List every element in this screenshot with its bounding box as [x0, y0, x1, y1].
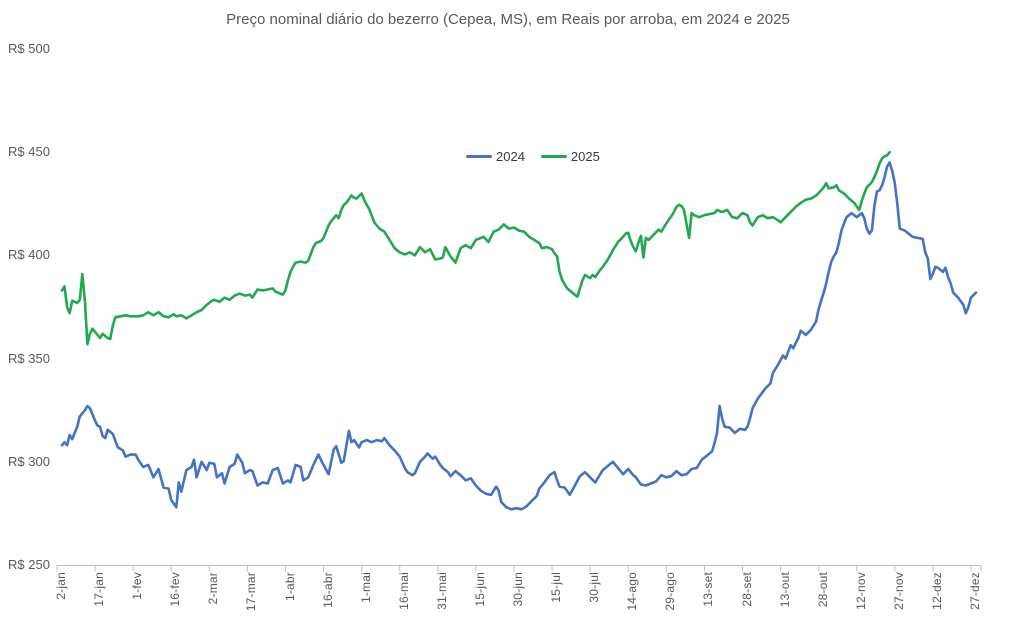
y-axis-label: R$ 300 — [8, 453, 50, 469]
legend-label-2024: 2024 — [496, 149, 525, 164]
y-axis-label: R$ 500 — [8, 41, 50, 56]
legend-line-2024-icon — [466, 154, 492, 159]
x-axis-label: 1-mai — [358, 572, 373, 604]
x-axis-label: 13-set — [701, 572, 716, 607]
x-axis-label: 27-dez — [968, 572, 982, 610]
x-axis-label: 30-jun — [511, 572, 525, 607]
y-axis-label: R$ 450 — [8, 144, 50, 160]
legend-label-2025: 2025 — [570, 149, 600, 164]
x-axis-ticks — [56, 565, 982, 572]
series-line-2025 — [60, 150, 892, 346]
x-axis-label: 17-mar — [244, 572, 259, 612]
x-axis-label: 29-ago — [663, 572, 678, 611]
x-axis-label: 28-out — [815, 572, 830, 608]
x-axis-label: 12-dez — [929, 572, 944, 610]
x-axis-label: 13-out — [777, 572, 792, 608]
x-axis-label: 30-jul — [587, 572, 602, 603]
series-line-2024 — [60, 161, 978, 511]
y-axis-label: R$ 350 — [8, 350, 50, 366]
x-axis-label: 28-set — [739, 572, 754, 607]
x-axis-label: 2-mar — [206, 572, 221, 605]
x-axis-label: 1-abr — [282, 572, 297, 602]
x-axis-label: 15-jun — [472, 572, 487, 607]
chart-title: Preço nominal diário do bezerro (Cepea, … — [226, 11, 790, 28]
y-axis-label: R$ 400 — [8, 247, 50, 263]
legend-item-2025[interactable]: 2025 — [540, 149, 600, 164]
x-axis-label: 12-nov — [853, 572, 868, 610]
x-axis-label: 2-jan — [54, 572, 68, 600]
x-axis-label: 16-abr — [320, 572, 335, 608]
legend-item-2024[interactable]: 2024 — [466, 149, 525, 164]
x-axis-label: 16-fev — [168, 572, 183, 607]
x-axis-label: 17-jan — [92, 572, 107, 607]
legend: 2024 2025 — [466, 149, 600, 164]
y-axis-label: R$ 250 — [8, 557, 50, 572]
x-axis-label: 27-nov — [891, 572, 906, 610]
legend-line-2025-icon — [540, 154, 567, 159]
x-axis-label: 14-ago — [625, 572, 640, 611]
x-axis-label: 16-mai — [396, 572, 411, 610]
x-axis-label: 31-mai — [434, 572, 449, 610]
x-axis-label: 15-jul — [549, 572, 564, 603]
series-lines — [60, 150, 978, 511]
x-axis-label: 1-fev — [130, 572, 145, 600]
